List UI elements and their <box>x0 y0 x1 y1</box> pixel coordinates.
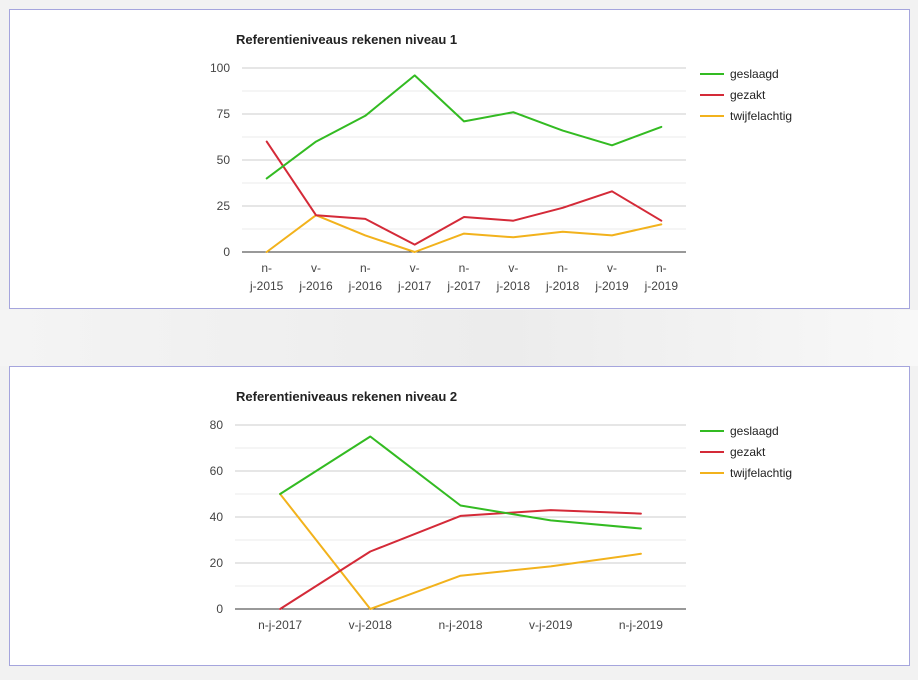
x-tick-label: v- <box>607 261 617 275</box>
x-tick-label: v- <box>311 261 321 275</box>
legend-label-twijfelachtig: twijfelachtig <box>730 109 792 123</box>
x-tick-label: j-2018 <box>545 279 580 293</box>
x-tick-label: v-j-2018 <box>349 618 393 632</box>
x-tick-label: j-2017 <box>397 279 432 293</box>
x-tick-label: j-2016 <box>298 279 333 293</box>
y-tick-label: 40 <box>210 510 224 524</box>
page-background-band <box>0 310 918 366</box>
y-tick-label: 100 <box>210 61 230 75</box>
legend-label-geslaagd: geslaagd <box>730 67 779 81</box>
series-line-gezakt <box>279 509 642 610</box>
x-tick-label: v- <box>508 261 518 275</box>
legend-label-geslaagd: geslaagd <box>730 424 779 438</box>
series-line-geslaagd <box>265 74 663 180</box>
x-tick-label: n- <box>261 261 272 275</box>
x-tick-label: j-2016 <box>348 279 383 293</box>
x-tick-label: n- <box>557 261 568 275</box>
chart-panel-niveau-2: Referentieniveaus rekenen niveau 2 0 20 40… <box>9 366 910 666</box>
series-line-twijfelachtig <box>265 214 663 253</box>
x-tick-label: j-2017 <box>446 279 481 293</box>
x-tick-label: n-j-2019 <box>619 618 663 632</box>
legend-label-gezakt: gezakt <box>730 445 766 459</box>
x-tick-label: v- <box>410 261 420 275</box>
y-tick-label: 50 <box>217 153 231 167</box>
y-tick-label: 80 <box>210 418 224 432</box>
y-tick-label: 75 <box>217 107 231 121</box>
chart-niveau-1: Referentieniveaus rekenen niveau 1 0 25 50… <box>210 32 792 293</box>
series-line-geslaagd <box>279 435 642 530</box>
chart-title: Referentieniveaus rekenen niveau 1 <box>236 32 457 47</box>
x-tick-label: n- <box>360 261 371 275</box>
y-tick-label: 0 <box>216 602 223 616</box>
chart-niveau-2: Referentieniveaus rekenen niveau 2 0 20 40… <box>210 389 792 632</box>
x-tick-label: n-j-2017 <box>258 618 302 632</box>
series-line-gezakt <box>265 140 663 246</box>
x-tick-label: j-2018 <box>496 279 531 293</box>
y-tick-label: 25 <box>217 199 231 213</box>
legend-label-twijfelachtig: twijfelachtig <box>730 466 792 480</box>
x-tick-label: n-j-2018 <box>438 618 482 632</box>
chart-title: Referentieniveaus rekenen niveau 2 <box>236 389 457 404</box>
x-tick-label: v-j-2019 <box>529 618 573 632</box>
x-tick-label: n- <box>656 261 667 275</box>
y-tick-label: 60 <box>210 464 224 478</box>
y-tick-label: 0 <box>223 245 230 259</box>
legend-label-gezakt: gezakt <box>730 88 766 102</box>
x-tick-label: n- <box>459 261 470 275</box>
x-tick-label: j-2015 <box>249 279 284 293</box>
chart-panel-niveau-1: Referentieniveaus rekenen niveau 1 0 25 50… <box>9 9 910 309</box>
y-tick-label: 20 <box>210 556 224 570</box>
x-tick-label: j-2019 <box>594 279 629 293</box>
x-tick-label: j-2019 <box>644 279 679 293</box>
